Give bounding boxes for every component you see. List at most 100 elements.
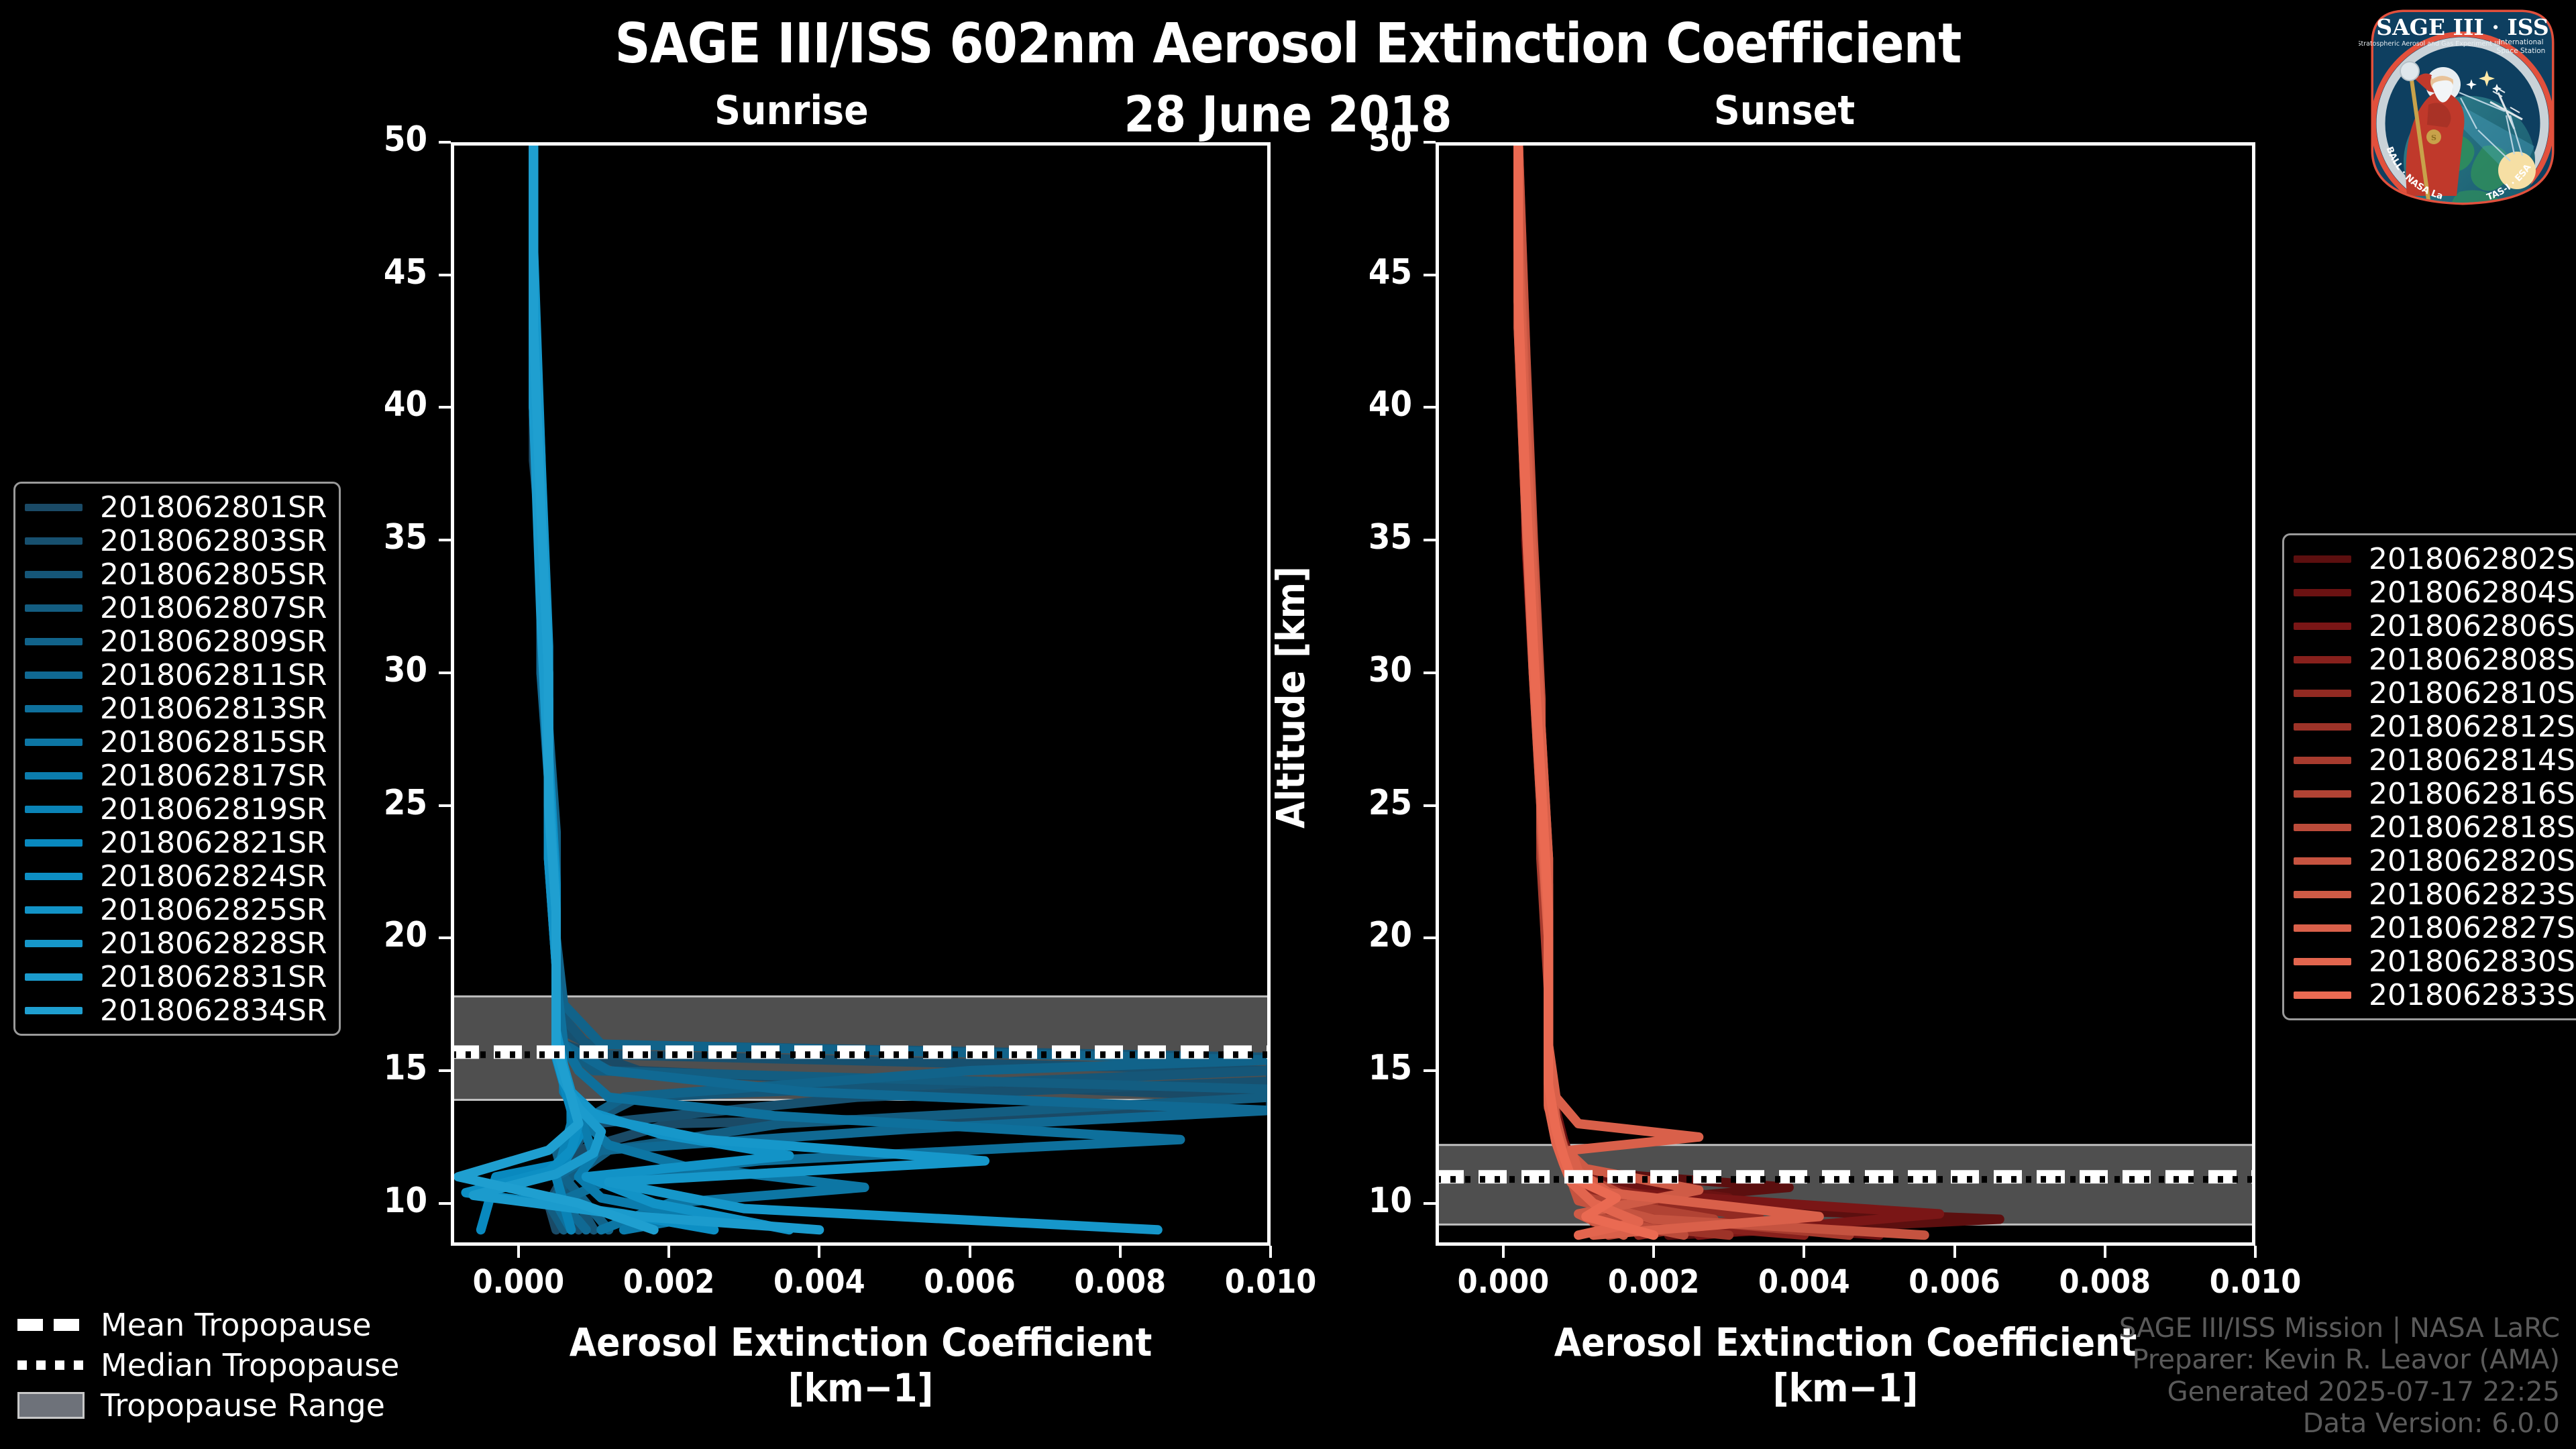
legend-item[interactable]: 2018062820SS: [2294, 844, 2576, 878]
iss-satellite: [2489, 87, 2523, 129]
y-axis-tick: [439, 804, 451, 807]
legend-item[interactable]: 2018062827SS: [2294, 911, 2576, 945]
legend-color-swatch: [25, 1006, 83, 1014]
legend-item[interactable]: 2018062815SR: [25, 725, 327, 759]
y-axis-tick: [1424, 406, 1436, 409]
y-axis-tick: [439, 936, 451, 940]
legend-label: 2018062825SR: [100, 892, 327, 927]
legend-item[interactable]: 2018062816SS: [2294, 777, 2576, 811]
legend-item[interactable]: 2018062831SR: [25, 960, 327, 994]
left-x-axis-label: Aerosol Extinction Coefficient [km−1]: [370, 1320, 1351, 1411]
y-axis-tick: [439, 141, 451, 144]
sunrise-profile-chart: [451, 142, 1271, 1235]
x-axis-tick-label: 0.002: [623, 1263, 715, 1301]
y-axis-tick: [1424, 804, 1436, 807]
left-panel-title: Sunrise: [714, 87, 869, 134]
legend-item[interactable]: 2018062818SS: [2294, 810, 2576, 845]
y-axis-tick-label: 30: [383, 649, 427, 690]
legend-item[interactable]: 2018062808SS: [2294, 643, 2576, 677]
x-axis-tick: [1501, 1246, 1505, 1258]
y-axis-tick-label: 40: [383, 384, 427, 425]
sunrise-plot-area: [451, 142, 1271, 1246]
filled-band-icon: [17, 1392, 85, 1419]
legend-item[interactable]: 2018062803SR: [25, 524, 327, 558]
legend-item[interactable]: 2018062804SS: [2294, 575, 2576, 610]
legend-item[interactable]: 2018062806SS: [2294, 609, 2576, 643]
left-x-axis-unit: [km−1]: [788, 1365, 934, 1411]
sunrise-series-legend[interactable]: 2018062801SR 2018062803SR 2018062805SR 2018…: [13, 482, 341, 1036]
x-axis-tick: [2103, 1246, 2106, 1258]
sunset-series-legend[interactable]: 2018062802SS 2018062804SS 2018062806SS 2018…: [2282, 533, 2576, 1020]
y-axis-tick-label: 25: [383, 782, 427, 823]
legend-item[interactable]: 2018062809SR: [25, 625, 327, 659]
y-axis-tick-label: 35: [1368, 517, 1412, 558]
legend-item[interactable]: 2018062811SR: [25, 658, 327, 692]
legend-item[interactable]: 2018062812SS: [2294, 710, 2576, 744]
x-axis-tick-label: 0.002: [1607, 1263, 1700, 1301]
tropopause-legend: Mean Tropopause Median Tropopause Tropop…: [17, 1305, 399, 1426]
legend-color-swatch: [25, 537, 83, 545]
legend-color-swatch: [25, 805, 83, 813]
legend-item[interactable]: 2018062805SR: [25, 557, 327, 592]
legend-color-swatch: [25, 738, 83, 746]
x-axis-tick-label: 0.004: [1758, 1263, 1850, 1301]
legend-item[interactable]: 2018062823SS: [2294, 877, 2576, 912]
legend-color-swatch: [25, 771, 83, 780]
legend-color-swatch: [2294, 957, 2351, 965]
legend-label: 2018062804SS: [2369, 575, 2576, 610]
footer-line-generated: Generated 2025-07-17 22:25: [2167, 1376, 2560, 1407]
x-axis-tick-label: 0.000: [1457, 1263, 1550, 1301]
legend-item[interactable]: 2018062830SS: [2294, 945, 2576, 979]
legend-item-median-tropopause: Median Tropopause: [17, 1345, 399, 1385]
y-axis-tick-label: 35: [383, 517, 427, 558]
legend-item[interactable]: 2018062825SR: [25, 892, 327, 927]
x-axis-tick: [818, 1246, 821, 1258]
y-axis-tick-label: 15: [383, 1048, 427, 1088]
legend-item[interactable]: 2018062814SS: [2294, 743, 2576, 777]
legend-item[interactable]: 2018062821SR: [25, 826, 327, 860]
patch-title: SAGE III · ISS: [2376, 14, 2548, 40]
x-axis-tick-label: 0.004: [773, 1263, 865, 1301]
x-axis-tick-label: 0.008: [2059, 1263, 2151, 1301]
legend-label-median-tropopause: Median Tropopause: [101, 1347, 400, 1383]
legend-color-swatch: [2294, 622, 2351, 630]
sunset-plot-area: [1436, 142, 2255, 1246]
legend-item[interactable]: 2018062833SS: [2294, 978, 2576, 1012]
y-axis-tick-label: 30: [1368, 649, 1412, 690]
legend-color-swatch: [2294, 991, 2351, 999]
legend-label: 2018062817SR: [100, 758, 327, 793]
legend-color-swatch: [25, 839, 83, 847]
y-axis-tick: [439, 1201, 451, 1205]
legend-item[interactable]: 2018062834SR: [25, 994, 327, 1028]
legend-color-swatch: [2294, 790, 2351, 798]
legend-item[interactable]: 2018062813SR: [25, 691, 327, 726]
legend-label: 2018062802SS: [2369, 541, 2576, 576]
legend-item[interactable]: 2018062802SS: [2294, 542, 2576, 576]
patch-ring-outer: [2373, 32, 2552, 203]
y-axis-tick: [439, 273, 451, 276]
legend-item[interactable]: 2018062801SR: [25, 490, 327, 525]
patch-subtitle-right-2: Space Station: [2497, 47, 2546, 55]
legend-color-swatch: [25, 704, 83, 712]
x-axis-tick: [1803, 1246, 1806, 1258]
y-axis-tick-label: 10: [383, 1180, 427, 1221]
legend-label: 2018062813SR: [100, 691, 327, 726]
legend-item[interactable]: 2018062807SR: [25, 591, 327, 625]
x-axis-tick: [667, 1246, 671, 1258]
legend-item[interactable]: 2018062819SR: [25, 792, 327, 826]
footer-line-preparer: Preparer: Kevin R. Leavor (AMA): [2132, 1344, 2560, 1376]
legend-item[interactable]: 2018062810SS: [2294, 676, 2576, 710]
x-axis-tick: [1953, 1246, 1956, 1258]
legend-label: 2018062801SR: [100, 490, 327, 525]
mission-patch-svg: S BALL · NASA LaRC TAS-I · ESA SAGE III …: [2357, 9, 2555, 205]
legend-color-swatch: [25, 973, 83, 981]
legend-item[interactable]: 2018062828SR: [25, 926, 327, 961]
legend-label: 2018062805SR: [100, 557, 327, 592]
left-x-axis-label-text: Aerosol Extinction Coefficient: [569, 1320, 1152, 1365]
legend-item[interactable]: 2018062824SR: [25, 859, 327, 894]
x-axis-tick: [968, 1246, 971, 1258]
x-axis-tick: [1652, 1246, 1656, 1258]
legend-item[interactable]: 2018062817SR: [25, 758, 327, 793]
